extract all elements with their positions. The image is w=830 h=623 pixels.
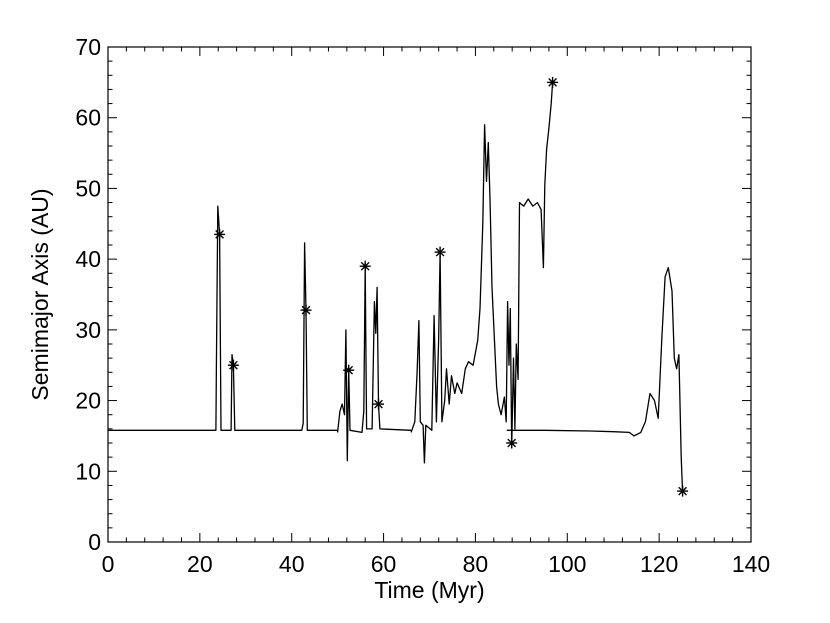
y-tick-label: 70 xyxy=(75,34,101,60)
y-tick-label: 30 xyxy=(75,317,101,343)
asterisk-marker xyxy=(547,76,559,88)
y-tick-label: 40 xyxy=(75,246,101,272)
x-tick-label: 100 xyxy=(548,551,586,577)
asterisk-marker xyxy=(434,246,446,258)
y-tick-label: 10 xyxy=(75,458,101,484)
series-line-4 xyxy=(506,266,684,493)
x-tick-label: 80 xyxy=(463,551,489,577)
y-tick-label: 0 xyxy=(88,529,101,555)
y-axis-label: Semimajor Axis (AU) xyxy=(27,188,53,400)
y-tick-label: 60 xyxy=(75,105,101,131)
tick-labels: 0 20 40 60 80 100 120 140 0 10 20 30 40 50 60 70 xyxy=(75,34,770,577)
asterisk-marker xyxy=(227,359,239,371)
x-axis-label: Time (Myr) xyxy=(374,577,484,603)
asterisk-marker xyxy=(359,260,371,272)
series-line-3 xyxy=(410,82,554,464)
x-tick-label: 120 xyxy=(640,551,678,577)
ticks-layer xyxy=(107,46,752,543)
x-tick-label: 20 xyxy=(187,551,213,577)
asterisk-marker xyxy=(300,304,312,316)
x-tick-label: 0 xyxy=(102,551,115,577)
asterisk-marker xyxy=(343,364,355,376)
y-tick-label: 20 xyxy=(75,388,101,414)
y-tick-label: 50 xyxy=(75,175,101,201)
asterisk-marker xyxy=(373,398,384,410)
x-tick-label: 60 xyxy=(371,551,397,577)
series-line-1 xyxy=(108,205,338,431)
asterisk-marker xyxy=(506,437,518,449)
series-line-2 xyxy=(336,265,412,462)
asterisk-marker xyxy=(214,228,226,240)
plot-frame xyxy=(107,46,752,543)
data-layer xyxy=(108,76,689,497)
x-tick-label: 140 xyxy=(732,551,770,577)
x-tick-label: 40 xyxy=(279,551,305,577)
asterisk-marker xyxy=(677,485,689,497)
